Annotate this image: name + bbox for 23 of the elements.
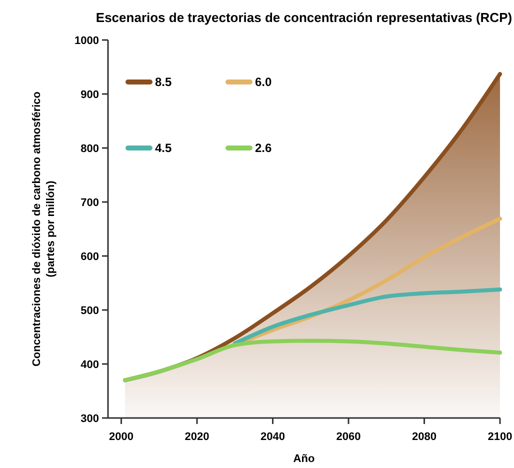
legend-label: 8.5	[155, 75, 172, 90]
x-tick-label: 2040	[260, 431, 285, 443]
x-tick-label: 2100	[488, 431, 512, 443]
x-axis-title: Año	[293, 453, 315, 465]
legend-label: 6.0	[255, 75, 272, 90]
x-tick-label: 2080	[412, 431, 436, 443]
chart-title: Escenarios de trayectorias de concentración representativas (RCP)	[96, 10, 512, 25]
y-tick-label: 400	[80, 358, 99, 371]
x-tick-label: 2000	[109, 431, 134, 443]
line-series	[123, 338, 502, 382]
y-tick-label: 300	[80, 412, 99, 425]
y-tick-label: 900	[80, 88, 99, 101]
y-tick-label: 600	[80, 250, 99, 263]
x-tick-label: 2060	[336, 431, 361, 443]
y-tick-label: 500	[80, 304, 99, 317]
y-tick-label: 1000	[74, 34, 99, 47]
legend-label: 4.5	[155, 141, 172, 156]
y-axis-title: Concentraciones de dióxido de carbono atmosférico (partes por millón)	[31, 91, 57, 367]
y-tick-label: 800	[80, 142, 99, 155]
legend-label: 2.6	[255, 141, 272, 156]
line-series	[232, 287, 502, 346]
y-tick-label: 700	[80, 196, 99, 209]
x-tick-label: 2020	[184, 431, 210, 443]
